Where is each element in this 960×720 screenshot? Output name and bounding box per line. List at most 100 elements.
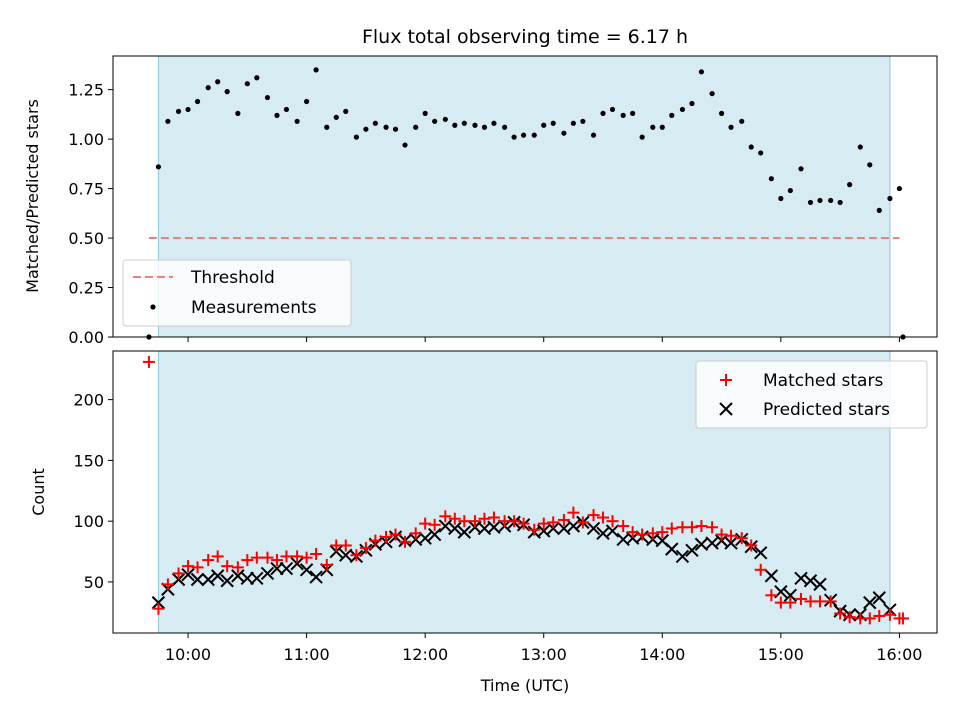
matched-star-point (813, 595, 826, 608)
measurement-point (481, 124, 488, 130)
y-tick-label: 1.25 (68, 81, 104, 100)
measurement-point (659, 124, 665, 130)
measurement-point (531, 132, 537, 138)
measurement-point (165, 118, 171, 124)
matched-star-point (211, 550, 224, 563)
measurement-point (739, 118, 745, 124)
measurement-point (828, 197, 834, 204)
predicted-star-point (201, 572, 215, 587)
matched-star-point (863, 612, 876, 625)
chart-title: Flux total observing time = 6.17 h (362, 26, 688, 48)
predicted-star-point (448, 521, 462, 536)
measurement-point (728, 124, 734, 130)
y-tick-label: 0.00 (68, 328, 104, 347)
matched-star-point (439, 510, 452, 523)
measurement-point (867, 162, 873, 168)
matched-star-point (745, 539, 758, 552)
measurement-point (580, 118, 586, 124)
matched-star-point (339, 539, 352, 552)
measurement-point (570, 120, 576, 126)
matched-star-point (478, 512, 491, 525)
predicted-star-point (694, 537, 709, 551)
matched-star-point (261, 551, 274, 564)
measurement-point (590, 132, 597, 138)
measurement-point (215, 79, 221, 85)
matched-star-point (300, 551, 313, 564)
measurement-point (896, 185, 903, 192)
measurement-point (639, 134, 645, 140)
y-tick-label: 50 (84, 573, 104, 592)
matched-star-point (528, 523, 541, 536)
matched-star-point (725, 529, 738, 542)
predicted-star-point (309, 570, 323, 584)
measurement-point (155, 164, 162, 170)
predicted-star-point (250, 571, 264, 586)
matched-star-point (161, 578, 174, 591)
measurement-point (372, 120, 378, 126)
y-tick-label: 0.75 (68, 180, 104, 199)
measurement-point (413, 124, 419, 130)
predicted-star-point (813, 577, 827, 592)
measurement-point (807, 199, 814, 206)
matched-star-point (587, 509, 600, 522)
measurement-point (876, 207, 882, 213)
predicted-star-point (724, 536, 738, 550)
legend-measurements-label: Measurements (191, 298, 317, 318)
x-tick-label: 15:00 (758, 645, 804, 664)
matched-star-point (270, 554, 283, 567)
measurement-point (837, 199, 843, 206)
matched-star-point (241, 554, 254, 567)
measurement-point (442, 116, 448, 122)
predicted-star-point (171, 572, 186, 587)
measurement-point (620, 112, 626, 118)
predicted-star-point (872, 591, 886, 605)
predicted-star-point (260, 566, 275, 581)
measurement-point (392, 126, 399, 132)
measurement-point (689, 100, 695, 107)
measurement-point (541, 122, 547, 128)
matched-star-point (182, 560, 195, 573)
matched-star-point (448, 512, 461, 525)
matched-star-point (517, 517, 530, 530)
predicted-star-point (863, 595, 877, 610)
matched-star-point (597, 511, 610, 524)
matched-star-point (310, 547, 323, 560)
measurement-point (718, 110, 725, 116)
predicted-star-point (605, 524, 620, 538)
measurement-point (778, 195, 784, 202)
measurement-point (758, 150, 764, 156)
bottom-y-axis-label: Count (29, 468, 48, 516)
measurement-point (235, 110, 241, 116)
measurement-point (244, 81, 250, 87)
measurement-point (274, 112, 280, 118)
matched-star-point (576, 516, 589, 529)
matched-star-point (291, 550, 304, 563)
matched-star-point (765, 589, 778, 602)
matched-star-point (537, 517, 550, 530)
matched-star-point (468, 515, 481, 528)
matched-star-point (617, 520, 630, 533)
measurement-point (294, 118, 300, 124)
measurement-point (698, 69, 705, 75)
x-tick-label: 12:00 (402, 645, 448, 664)
y-tick-label: 100 (73, 512, 104, 531)
predicted-star-point (487, 520, 501, 534)
legend-matched-swatch (720, 374, 732, 386)
predicted-star-point (210, 569, 225, 583)
predicted-star-point (753, 546, 768, 560)
measurement-point (333, 114, 339, 120)
measurement-point (304, 98, 310, 105)
measurement-point (748, 144, 754, 150)
measurement-point (550, 120, 556, 126)
legend-measurements-swatch (150, 304, 156, 310)
measurement-point (609, 106, 616, 113)
measurement-point (224, 89, 230, 95)
measurement-point (669, 112, 675, 118)
predicted-star-point (270, 561, 284, 576)
matched-star-point (715, 528, 728, 541)
measurement-point (502, 124, 508, 130)
matched-star-point (369, 534, 382, 547)
measurement-point (798, 166, 804, 172)
matched-star-point (389, 528, 402, 541)
x-tick-label: 11:00 (284, 645, 330, 664)
